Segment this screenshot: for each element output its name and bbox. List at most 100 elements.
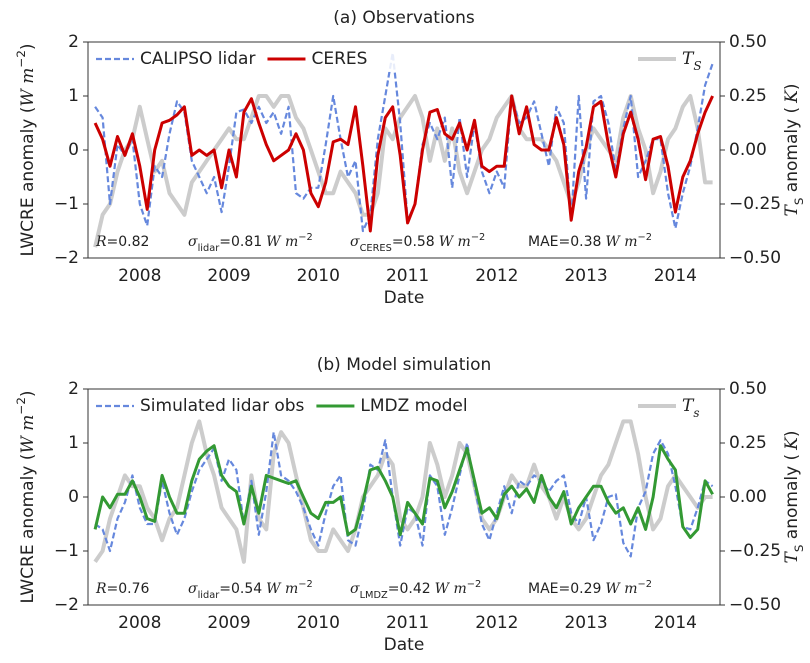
x-tick-label: 2009	[207, 266, 250, 286]
plot-frame	[87, 41, 721, 259]
text-part: σ	[350, 581, 360, 597]
y2-tick-label: 0.50	[729, 32, 767, 52]
text-part: −2	[638, 232, 652, 243]
text-part: =0.42	[388, 581, 431, 597]
text-part: −2	[14, 50, 28, 68]
text-part: W m	[18, 68, 38, 107]
text-part: =0.54	[219, 581, 262, 597]
series-line	[94, 431, 714, 558]
text-part: CERES	[360, 243, 392, 254]
text-part: −2	[467, 579, 481, 590]
x-tick-label: 2014	[654, 613, 697, 633]
text-part: )	[782, 83, 802, 90]
y2-tick-label: 0.25	[729, 86, 767, 106]
x-tick-label: 2009	[207, 613, 250, 633]
annotation: MAE=0.29 W m−2	[528, 579, 652, 598]
legend-label: Ts	[682, 396, 700, 420]
text-part: T	[682, 396, 695, 416]
x-tick-label: 2013	[564, 613, 607, 633]
y-tick-label: −1	[54, 541, 79, 561]
legend-box	[92, 393, 422, 419]
y-axis-label: LWCRE anomaly (W m−2)	[14, 390, 39, 603]
text-part: )	[18, 390, 38, 397]
text-part: LWCRE anomaly (	[18, 454, 38, 604]
text-part: =0.82	[107, 234, 150, 250]
y-tick-label: 2	[68, 379, 79, 399]
text-part: −2	[298, 579, 312, 590]
chart-title: (b) Model simulation	[317, 355, 492, 375]
text-part: W m	[18, 415, 38, 454]
y-tick-label: −2	[54, 248, 79, 268]
x-tick-label: 2008	[118, 613, 161, 633]
x-axis-label: Date	[384, 288, 425, 308]
text-part: lidar	[198, 590, 221, 601]
text-part: =0.81	[219, 234, 262, 250]
text-part: LMDZ	[360, 590, 388, 601]
text-part: K	[782, 89, 802, 104]
annotation: σCERES=0.58 W m−2	[350, 232, 485, 254]
text-part: S	[792, 198, 806, 206]
text-part: )	[18, 43, 38, 50]
y2-tick-label: 0.25	[729, 433, 767, 453]
text-part: R	[95, 234, 107, 250]
y2-axis-label: TS anomaly (K)	[782, 83, 806, 216]
series-line	[93, 419, 713, 564]
y-tick-label: 1	[68, 86, 79, 106]
text-part: W m	[605, 234, 637, 250]
x-tick-label: 2014	[654, 266, 697, 286]
x-tick-label: 2013	[564, 266, 607, 286]
y2-tick-label: −0.25	[729, 541, 781, 561]
y2-tick-label: −0.25	[729, 194, 781, 214]
text-part: lidar	[198, 243, 221, 254]
series-line	[93, 444, 714, 539]
text-part: −2	[14, 397, 28, 415]
y-tick-label: 1	[68, 433, 79, 453]
text-part: W m	[266, 581, 298, 597]
text-part: W m	[435, 581, 467, 597]
annotation: σlidar=0.54 W m−2	[188, 579, 313, 601]
text-part: T	[782, 204, 802, 217]
annotation: MAE=0.38 W m−2	[528, 232, 652, 251]
legend-label: CERES	[311, 49, 367, 69]
x-axis-label: Date	[384, 635, 425, 655]
y2-tick-label: 0.50	[729, 379, 767, 399]
text-part: W m	[439, 234, 471, 250]
y2-tick-label: −0.50	[729, 248, 781, 268]
annotation: R=0.76	[95, 581, 150, 597]
legend-label: CALIPSO lidar	[140, 49, 255, 69]
text-part: σ	[188, 581, 198, 597]
x-tick-label: 2010	[297, 613, 340, 633]
text-part: S	[792, 545, 806, 553]
text-part: −2	[298, 232, 312, 243]
chart-title: (a) Observations	[333, 8, 475, 28]
legend-label: LMDZ model	[360, 396, 467, 416]
text-part: σ	[350, 234, 360, 250]
y2-tick-label: 0.00	[729, 140, 767, 160]
x-tick-label: 2008	[118, 266, 161, 286]
annotation: σlidar=0.81 W m−2	[188, 232, 313, 254]
text-part: K	[782, 436, 802, 451]
x-tick-label: 2011	[386, 613, 429, 633]
y-tick-label: −1	[54, 194, 79, 214]
text-part: T	[782, 551, 802, 564]
text-part: =0.58	[392, 234, 435, 250]
text-part: σ	[188, 234, 198, 250]
series-line	[94, 51, 714, 233]
text-part: s	[693, 406, 699, 420]
y2-tick-label: 0.00	[729, 487, 767, 507]
x-tick-label: 2012	[475, 613, 518, 633]
text-part: LWCRE anomaly (	[18, 107, 38, 257]
y2-tick-label: −0.50	[729, 595, 781, 615]
y-tick-label: 0	[68, 487, 79, 507]
text-part: R	[95, 581, 107, 597]
legend-label: TS	[682, 49, 702, 73]
text-part: −2	[471, 232, 485, 243]
annotation: σLMDZ=0.42 W m−2	[350, 579, 481, 601]
y2-axis-label: TS anomaly (K)	[782, 430, 806, 563]
x-tick-label: 2010	[297, 266, 340, 286]
text-part: )	[782, 430, 802, 437]
series-line	[93, 94, 714, 233]
text-part: −2	[638, 579, 652, 590]
text-part: W m	[605, 581, 637, 597]
